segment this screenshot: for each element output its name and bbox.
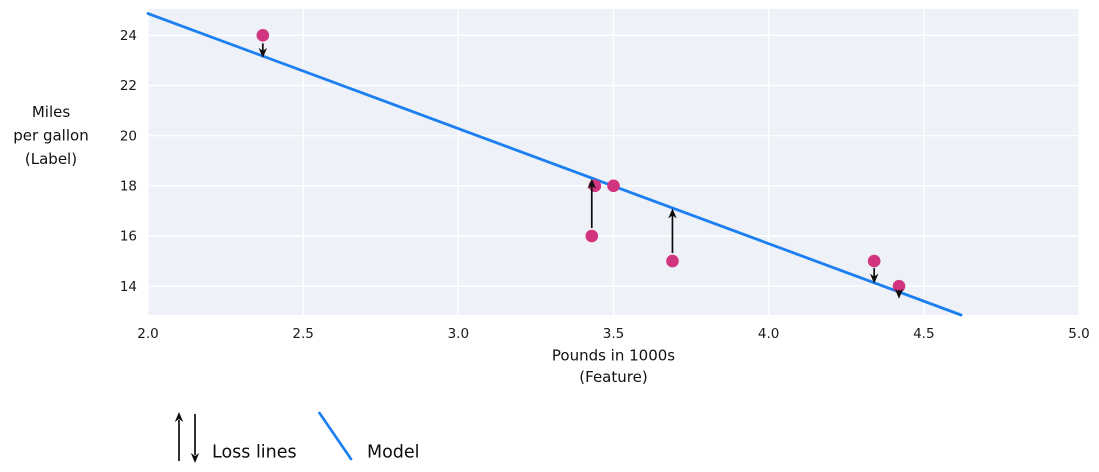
x-tick-label: 4.5	[913, 326, 934, 342]
data-point	[607, 179, 620, 193]
x-tick-labels: 2.0 2.5 3.0 3.5 4.0 4.5 5.0	[137, 326, 1089, 342]
y-tick-labels: 14 16 18 20 22 24	[120, 28, 137, 295]
y-axis-label-line2: per gallon	[13, 127, 88, 145]
y-tick-label: 24	[120, 28, 137, 44]
loss-arrow-head	[869, 273, 879, 284]
loss-down-arrow-icon	[190, 414, 200, 463]
x-tick-label: 4.0	[758, 326, 779, 342]
y-tick-label: 20	[120, 128, 137, 144]
x-tick-label: 2.0	[137, 326, 158, 342]
y-tick-label: 22	[120, 78, 137, 94]
y-tick-label: 18	[120, 179, 137, 195]
x-axis-label-line2: (Feature)	[579, 368, 647, 386]
loss-arrow-head	[668, 208, 677, 219]
data-point	[666, 254, 679, 268]
y-axis-label-line3: (Label)	[25, 150, 77, 168]
x-axis-label-line1: Pounds in 1000s	[552, 347, 675, 365]
data-point	[867, 254, 881, 268]
y-axis-label-line1: Miles	[32, 103, 71, 121]
loss-arrow-head	[587, 178, 596, 189]
loss-up-arrow-icon	[174, 412, 184, 461]
x-tick-label: 2.5	[292, 326, 313, 342]
x-tick-label: 3.0	[448, 326, 469, 342]
model-line	[146, 12, 963, 317]
legend: Loss lines Model	[174, 411, 420, 463]
legend-model-line-icon	[318, 411, 353, 461]
y-tick-label: 14	[120, 279, 137, 295]
loss-arrow-head	[894, 288, 904, 299]
y-tick-label: 16	[120, 229, 137, 245]
loss-lines	[258, 43, 904, 299]
data-point	[585, 229, 599, 243]
legend-model-label: Model	[367, 443, 420, 463]
x-tick-label: 5.0	[1068, 326, 1089, 342]
data-point	[892, 279, 906, 293]
legend-loss-label: Loss lines	[212, 443, 297, 463]
data-point	[256, 29, 270, 42]
loss-arrow-head	[258, 47, 268, 58]
x-tick-label: 3.5	[603, 326, 624, 342]
model-regression-line	[146, 12, 963, 317]
